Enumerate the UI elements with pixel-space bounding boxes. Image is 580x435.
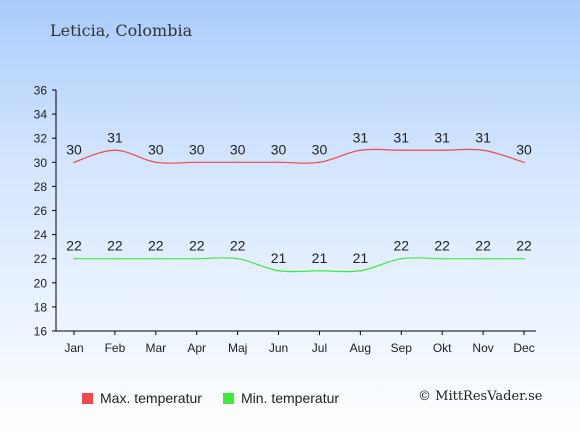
data-point-max — [73, 161, 75, 164]
data-point-min — [155, 257, 157, 260]
data-point-max — [114, 149, 116, 152]
data-point-min — [114, 257, 116, 260]
legend-label-min: Min. temperatur — [241, 390, 340, 406]
data-point-min — [73, 257, 75, 260]
data-label-max: 30 — [230, 141, 246, 157]
data-label-min: 21 — [353, 250, 369, 266]
y-tick-label: 20 — [34, 276, 48, 290]
data-point-min — [195, 257, 198, 260]
x-tick-label: Feb — [105, 341, 126, 355]
x-tick-label: Apr — [187, 341, 206, 355]
y-tick-label: 30 — [34, 156, 48, 170]
x-tick-label: Dec — [513, 341, 534, 355]
data-point-min — [318, 269, 321, 272]
y-tick-label: 26 — [34, 204, 48, 218]
data-point-max — [236, 161, 239, 164]
x-tick-label: Jan — [64, 341, 83, 355]
data-point-max — [359, 149, 362, 152]
x-tick-label: Jun — [269, 341, 288, 355]
legend-item-max: Max. temperatur — [82, 390, 202, 406]
series-line-min — [74, 257, 524, 273]
x-tick-label: Jul — [312, 341, 327, 355]
data-point-min — [236, 257, 239, 260]
data-label-min: 22 — [148, 238, 164, 254]
data-label-max: 30 — [312, 141, 328, 157]
data-label-min: 21 — [271, 250, 287, 266]
data-label-min: 22 — [475, 238, 491, 254]
data-label-max: 31 — [475, 129, 491, 145]
data-label-min: 22 — [107, 238, 123, 254]
data-label-max: 30 — [66, 141, 82, 157]
legend-label-max: Max. temperatur — [100, 390, 202, 406]
data-point-max — [155, 161, 157, 164]
legend-swatch-max — [82, 392, 93, 404]
data-label-min: 22 — [393, 238, 409, 254]
x-tick-label: Maj — [228, 341, 247, 355]
y-tick-label: 28 — [34, 180, 48, 194]
x-tick-label: Sep — [391, 341, 413, 355]
data-label-min: 22 — [66, 238, 82, 254]
data-label-max: 30 — [271, 141, 287, 157]
data-point-max — [523, 161, 525, 164]
y-tick-label: 36 — [34, 84, 48, 98]
y-tick-label: 34 — [34, 108, 48, 122]
data-point-min — [400, 257, 403, 260]
data-point-min — [277, 269, 280, 272]
x-tick-label: Aug — [350, 341, 371, 355]
data-point-max — [318, 161, 321, 164]
credit-text: © MittResVader.se — [418, 389, 543, 404]
data-point-min — [441, 257, 443, 260]
y-tick-label: 18 — [34, 300, 48, 314]
data-point-min — [523, 257, 525, 260]
legend-swatch-min — [223, 392, 234, 404]
data-point-min — [359, 269, 362, 272]
data-label-max: 31 — [434, 129, 450, 145]
data-label-max: 30 — [189, 141, 205, 157]
y-tick-label: 32 — [34, 132, 48, 146]
data-label-min: 22 — [230, 238, 246, 254]
data-label-max: 31 — [353, 129, 369, 145]
legend-item-min: Min. temperatur — [223, 390, 339, 406]
y-tick-label: 22 — [34, 252, 48, 266]
data-label-min: 22 — [189, 238, 205, 254]
data-point-max — [195, 161, 198, 164]
x-tick-label: Nov — [472, 341, 493, 355]
data-label-min: 22 — [516, 238, 532, 254]
data-label-max: 30 — [516, 141, 532, 157]
chart-title: Leticia, Colombia — [50, 21, 193, 40]
data-label-min: 21 — [312, 250, 328, 266]
series-line-max — [73, 148, 525, 164]
x-tick-label: Okt — [433, 341, 452, 355]
data-label-min: 22 — [434, 238, 450, 254]
x-tick-label: Mar — [145, 341, 166, 355]
y-tick-label: 16 — [34, 325, 48, 339]
data-point-max — [482, 149, 484, 152]
data-label-max: 31 — [107, 129, 123, 145]
data-label-max: 30 — [148, 141, 164, 157]
data-point-min — [482, 257, 484, 260]
data-point-max — [277, 161, 280, 164]
y-tick-label: 24 — [34, 228, 48, 242]
data-label-max: 31 — [393, 129, 409, 145]
data-point-max — [400, 149, 403, 152]
data-point-max — [441, 149, 443, 152]
